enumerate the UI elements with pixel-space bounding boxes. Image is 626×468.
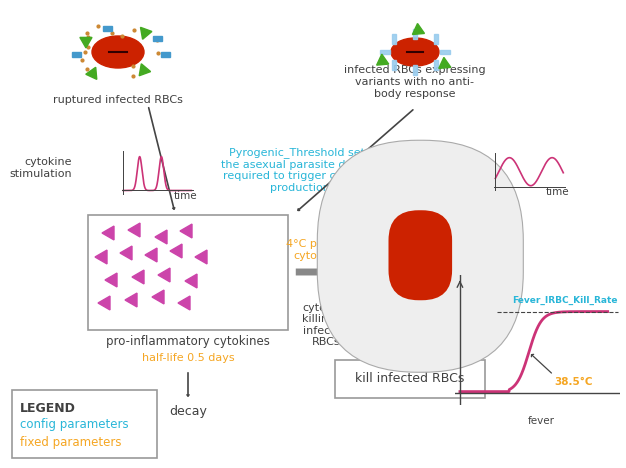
Text: LEGEND: LEGEND	[20, 402, 76, 415]
Text: Pyrogenic_Threshold sets
the asexual parasite density
required to trigger cytoki: Pyrogenic_Threshold sets the asexual par…	[221, 147, 379, 193]
Text: infected RBCs expressing
variants with no anti-
body response: infected RBCs expressing variants with n…	[344, 66, 486, 99]
Bar	[413, 65, 417, 75]
Text: ruptured infected RBCs: ruptured infected RBCs	[53, 95, 183, 105]
Bar	[360, 225, 450, 290]
Text: cytokine
stimulation: cytokine stimulation	[9, 157, 72, 179]
Bar	[103, 26, 112, 31]
FancyBboxPatch shape	[389, 210, 452, 300]
Bar	[71, 51, 81, 57]
Ellipse shape	[415, 265, 426, 279]
Bar	[12, 390, 157, 458]
Text: half-life 0.5 days: half-life 0.5 days	[141, 353, 234, 363]
Text: 4°C per unit
cytokines: 4°C per unit cytokines	[286, 239, 354, 261]
Bar	[88, 215, 288, 330]
Bar	[440, 50, 450, 54]
Ellipse shape	[391, 38, 439, 66]
Bar	[413, 29, 417, 39]
Text: cytokine
stimulation: cytokine stimulation	[411, 154, 474, 176]
FancyBboxPatch shape	[317, 140, 523, 372]
Bar	[434, 60, 438, 70]
Text: pro-inflammatory cytokines: pro-inflammatory cytokines	[106, 336, 270, 349]
Bar	[335, 360, 485, 398]
Text: decay: decay	[169, 405, 207, 418]
Bar	[434, 34, 438, 44]
Bar	[380, 50, 390, 54]
Ellipse shape	[92, 36, 144, 68]
Bar	[162, 52, 170, 57]
Bar	[392, 34, 396, 44]
Text: config parameters: config parameters	[20, 418, 128, 431]
Text: cytokine
killing of
infected
RBCs: cytokine killing of infected RBCs	[302, 303, 350, 347]
Text: time: time	[546, 187, 570, 197]
Text: kill infected RBCs: kill infected RBCs	[356, 373, 464, 386]
Text: time: time	[173, 191, 197, 201]
Text: fixed parameters: fixed parameters	[20, 436, 121, 449]
Text: fever: fever	[380, 250, 413, 263]
Bar	[392, 60, 396, 70]
Bar	[153, 36, 162, 41]
